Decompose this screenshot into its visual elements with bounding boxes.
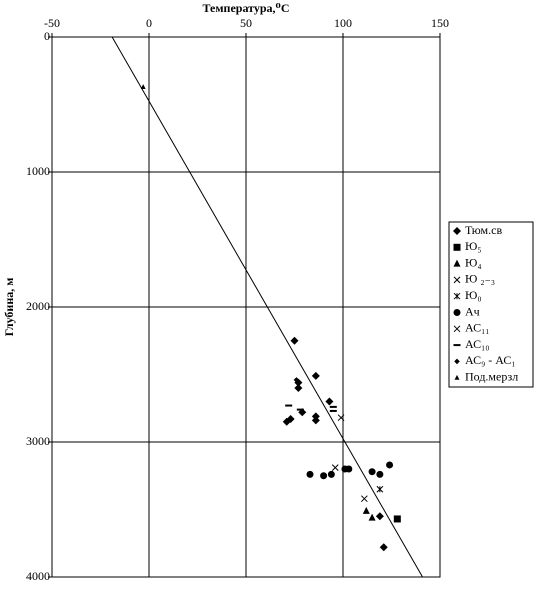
marker	[386, 461, 394, 469]
marker	[282, 417, 291, 426]
x-tick-label: -50	[44, 16, 60, 30]
x-tick-label: 100	[334, 16, 352, 30]
chart-title: Температура,⁰С	[203, 1, 290, 15]
marker	[368, 513, 376, 521]
marker	[453, 259, 461, 267]
legend-label: АС₁₀	[465, 337, 489, 351]
marker	[311, 371, 320, 380]
legend-label: Ю ₂₋₃	[465, 272, 495, 286]
y-tick-label: 0	[44, 29, 50, 43]
marker	[140, 84, 146, 90]
marker	[294, 384, 303, 392]
marker	[362, 506, 370, 514]
legend-label: Ю₄	[465, 255, 482, 269]
marker	[453, 276, 461, 284]
marker	[320, 472, 328, 480]
marker	[331, 464, 339, 472]
legend-label: Ю₅	[465, 239, 482, 253]
marker	[376, 485, 384, 493]
x-tick-label: 150	[431, 16, 449, 30]
marker	[311, 416, 320, 425]
marker	[337, 414, 345, 422]
legend-label: Ю₀	[465, 288, 482, 302]
marker	[454, 358, 460, 365]
marker	[393, 515, 401, 523]
marker	[311, 412, 320, 421]
legend-label: Под.мерзл	[465, 369, 518, 383]
y-tick-label: 3000	[26, 434, 50, 448]
marker	[327, 470, 335, 478]
marker	[379, 543, 388, 552]
legend-label: Тюм.св	[465, 223, 502, 237]
legend-box	[448, 221, 534, 388]
y-tick-label: 1000	[26, 164, 50, 178]
marker	[306, 470, 314, 478]
marker	[360, 495, 368, 503]
marker	[453, 325, 461, 333]
legend-label: АС₁₁	[465, 321, 489, 335]
marker	[325, 397, 334, 406]
marker	[376, 470, 384, 478]
y-tick-label: 2000	[26, 299, 50, 313]
legend-label: АС₉ - АС₁	[465, 353, 516, 367]
marker	[345, 465, 353, 473]
y-axis-title: Глубина, м	[2, 278, 16, 337]
marker	[290, 336, 299, 345]
trend-line	[111, 36, 423, 578]
y-tick-label: 4000	[26, 569, 50, 583]
marker	[453, 227, 461, 235]
x-tick-label: 0	[146, 16, 152, 30]
marker	[454, 374, 460, 380]
marker	[453, 243, 461, 251]
x-tick-label: 50	[240, 16, 252, 30]
marker	[453, 292, 461, 300]
legend-label: Ач	[465, 304, 480, 318]
marker	[368, 468, 376, 476]
marker	[453, 309, 461, 316]
marker	[293, 377, 300, 383]
marker	[375, 512, 384, 521]
